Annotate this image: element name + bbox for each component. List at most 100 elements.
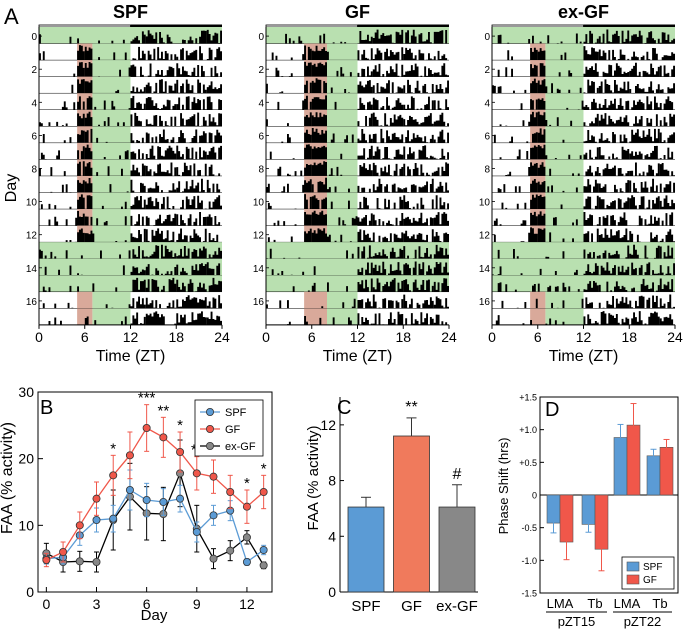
data-point-ex-gf: [259, 561, 268, 570]
actogram-ytick-label: 4: [31, 98, 37, 109]
actogram-ytick-label: 12: [253, 231, 265, 242]
legend-swatch: [626, 561, 640, 572]
light-shading-full-day: [492, 275, 675, 292]
actogram-xtick-label: 6: [308, 329, 316, 345]
light-shading: [92, 209, 131, 226]
activity-bars: [497, 29, 676, 44]
activity-bars: [266, 78, 450, 94]
actogram-xtick-label: 24: [441, 329, 457, 345]
light-shading: [327, 225, 358, 243]
light-shading-full-day: [266, 258, 449, 276]
activity-bars: [273, 210, 450, 226]
data-point-ex-gf: [75, 557, 84, 566]
activity-bars: [501, 294, 676, 309]
bar-chart-ytick-label: 4: [328, 528, 336, 544]
data-point-gf: [226, 487, 235, 496]
phase-chart-ytick-label: +1.5: [519, 393, 537, 403]
phase-group-label: pZT15: [558, 614, 596, 629]
activity-bars: [275, 61, 450, 77]
actogram-ytick-label: 0: [31, 32, 37, 43]
light-shading: [92, 225, 131, 243]
actogram-ytick-label: 2: [31, 65, 37, 76]
activity-bars: [285, 29, 448, 44]
activity-bars: [48, 211, 221, 226]
panel-letter-d: D: [545, 399, 559, 421]
panel-letter-a: A: [4, 4, 19, 29]
phase-category-label: Tb: [587, 596, 602, 611]
light-phase-bar: [38, 24, 131, 28]
actogram-xtick-label: 12: [576, 329, 592, 345]
light-shading: [545, 291, 584, 309]
feeding-window-shading: [530, 308, 546, 325]
bar-category-label: ex-GF: [436, 598, 478, 615]
light-shading: [92, 159, 131, 176]
activity-bars: [501, 194, 676, 210]
light-shading: [545, 43, 584, 61]
data-point-ex-gf: [92, 558, 101, 567]
light-shading: [545, 142, 584, 160]
actogram-ytick-label: 16: [479, 297, 491, 308]
actogram-ytick-label: 14: [26, 264, 38, 275]
activity-bars: [507, 46, 676, 61]
actogram-xtick-label: 18: [395, 329, 411, 345]
data-point-gf: [159, 433, 168, 442]
activity-bars: [499, 144, 676, 160]
activity-bars: [266, 177, 450, 193]
activity-bars: [271, 261, 450, 276]
actogram-ytick-label: 16: [26, 297, 38, 308]
panel-letter-b: B: [40, 397, 53, 419]
bar-chart-ytick-label: 12: [320, 417, 336, 433]
activity-bars: [48, 311, 223, 325]
phase-chart-ytick-label: +1.0: [519, 425, 537, 435]
activity-bars: [499, 111, 676, 127]
significance-marker: *: [244, 475, 250, 492]
actogram-ytick-label: 12: [479, 231, 491, 242]
faa-bar-chart: FAA (% activity) 0 4 8 12 SPF GF ** ex-GF #: [305, 397, 478, 615]
light-shading: [327, 109, 358, 127]
data-point-spf: [192, 528, 201, 537]
activity-bars: [40, 194, 223, 210]
light-shading: [327, 43, 358, 61]
line-chart-ytick-label: 30: [18, 384, 34, 400]
activity-bars: [292, 278, 450, 292]
phase-category-label: LMA: [547, 596, 574, 611]
actogram-ytick-label: 0: [484, 32, 490, 43]
activity-bars: [493, 128, 676, 143]
phase-category-label: Tb: [652, 596, 667, 611]
actogram-xlabel: Time (ZT): [96, 348, 166, 365]
legend-marker: [205, 407, 214, 416]
activity-bars: [42, 277, 223, 292]
data-point-gf: [259, 487, 268, 496]
light-shading: [92, 175, 131, 193]
actogram-title: GF: [345, 2, 370, 22]
activity-bars: [39, 295, 223, 309]
actogram-ytick-label: 8: [484, 165, 490, 176]
data-point-gf: [42, 556, 51, 565]
data-point-gf: [75, 521, 84, 530]
actogram-ytick-label: 4: [484, 98, 490, 109]
actogram-ytick-label: 10: [479, 198, 491, 209]
actogram-ytick-label: 8: [31, 165, 37, 176]
light-shading: [327, 175, 358, 193]
activity-bars: [39, 45, 223, 61]
light-shading: [327, 159, 358, 176]
activity-bars: [50, 178, 221, 193]
feeding-window-shading: [77, 308, 93, 325]
dark-phase-bar: [357, 24, 449, 28]
phase-chart-ytick-label: -1.5: [521, 589, 537, 599]
light-shading: [92, 60, 131, 77]
light-shading: [545, 76, 584, 94]
significance-marker: *: [261, 460, 267, 477]
actogram-ytick-label: 12: [26, 231, 38, 242]
activity-bars: [39, 111, 223, 127]
line-chart-ytick-label: 20: [18, 451, 34, 467]
activity-bars: [266, 112, 450, 127]
light-shading-full-day: [39, 258, 222, 276]
panel-letter-c: C: [337, 397, 351, 419]
phase-chart-ytick-label: -1.0: [521, 556, 537, 566]
data-point-gf: [125, 451, 134, 460]
bar-gf: [393, 435, 430, 593]
